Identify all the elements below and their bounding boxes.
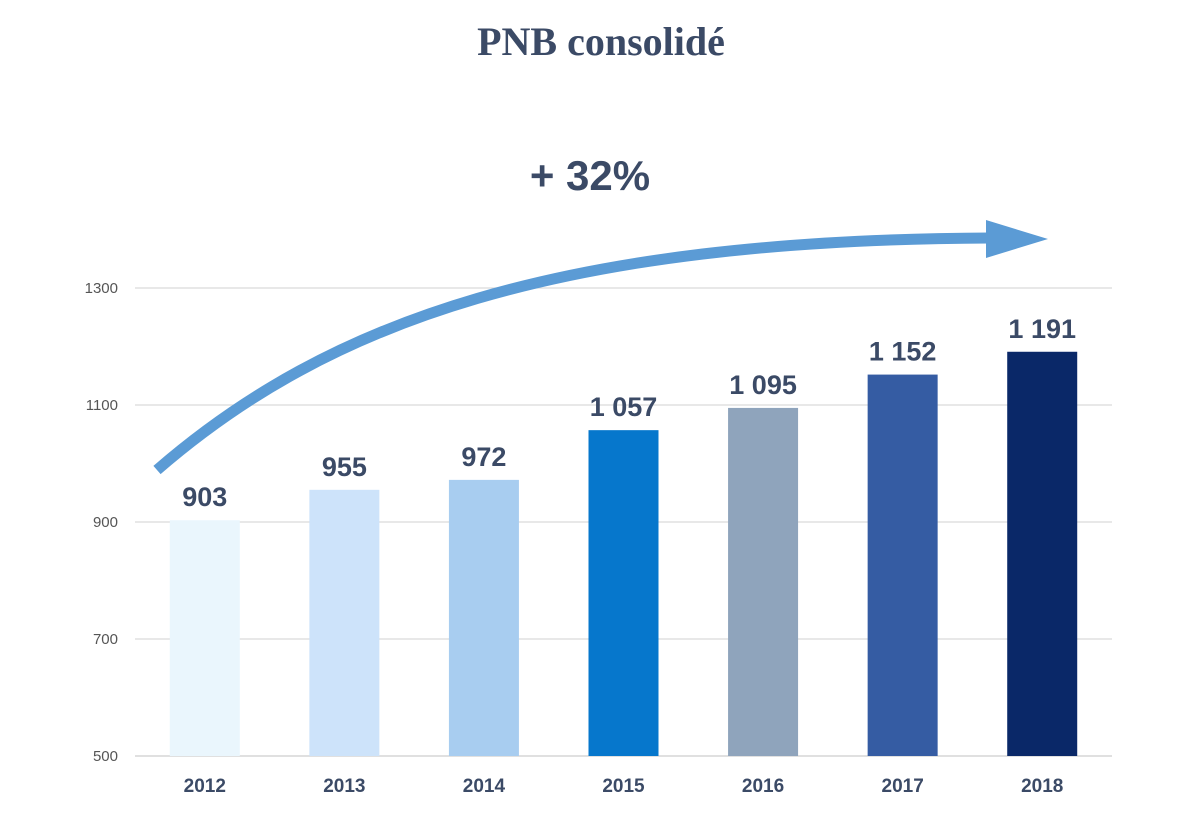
bar-2014 — [448, 479, 519, 756]
category-label-2016: 2016 — [742, 776, 784, 797]
value-label-2015: 1 057 — [590, 392, 658, 422]
category-label-2018: 2018 — [1021, 776, 1063, 797]
value-label-2013: 955 — [322, 452, 367, 482]
category-label-2013: 2013 — [323, 776, 365, 797]
value-label-2012: 903 — [182, 482, 227, 512]
bar-2013 — [309, 489, 380, 756]
bar-2018 — [1007, 351, 1078, 756]
gridlines: 500 700 900 1100 1300 — [85, 280, 1112, 765]
category-label-2015: 2015 — [602, 776, 645, 797]
category-label-2014: 2014 — [463, 776, 506, 797]
bar-2012 — [169, 520, 240, 756]
y-tick-label: 900 — [93, 514, 118, 531]
bars: 903 2012 955 2013 972 2014 1 057 2015 1 095 2016 1… — [169, 314, 1078, 797]
growth-arrowhead — [986, 220, 1048, 258]
growth-arrow — [153, 232, 991, 475]
category-label-2017: 2017 — [882, 776, 924, 797]
value-label-2016: 1 095 — [729, 370, 797, 400]
value-label-2017: 1 152 — [869, 337, 937, 367]
bar-2015 — [588, 430, 659, 756]
category-label-2012: 2012 — [184, 776, 226, 797]
y-tick-label: 700 — [93, 631, 118, 648]
value-label-2018: 1 191 — [1008, 314, 1076, 344]
y-tick-label: 1300 — [85, 280, 118, 297]
y-tick-label: 1100 — [86, 397, 118, 414]
bar-2016 — [728, 407, 799, 756]
chart-title: PNB consolidé — [477, 19, 725, 64]
value-label-2014: 972 — [461, 442, 506, 472]
bar-2017 — [867, 374, 938, 756]
y-tick-label: 500 — [93, 748, 118, 765]
growth-annotation: + 32% — [529, 152, 651, 199]
